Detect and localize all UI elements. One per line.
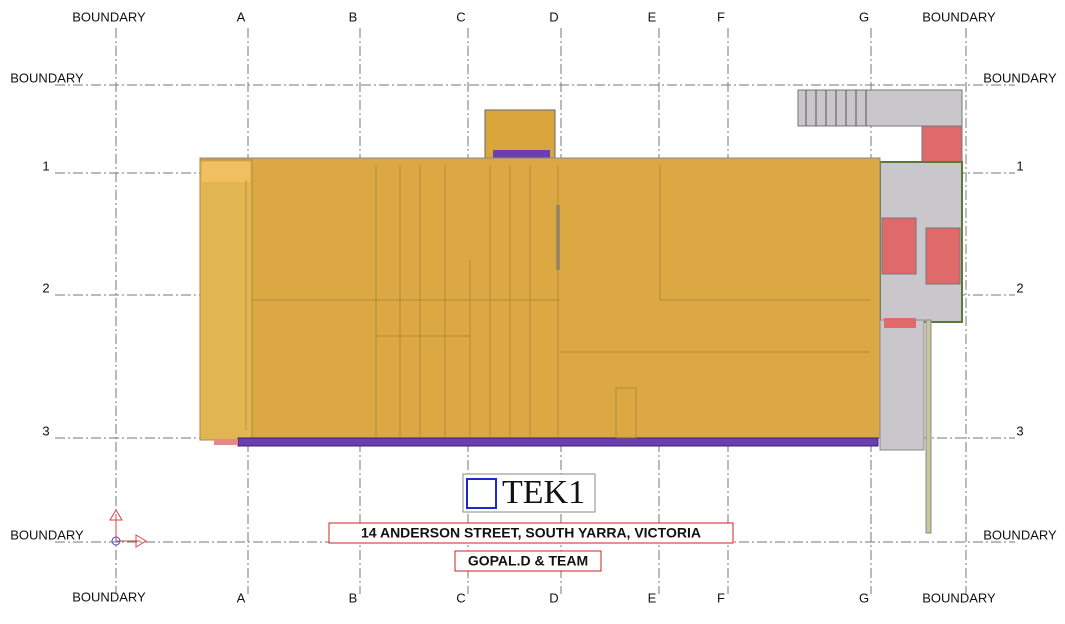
row-label: 1 [1016,158,1023,173]
column-label: B [349,590,358,605]
column-label: A [237,590,246,605]
row-label: 3 [42,423,49,438]
address-frame [328,522,734,544]
boundary-label: BOUNDARY [983,527,1057,542]
column-label: G [859,9,869,24]
logo-frame [462,473,596,513]
boundary-label: BOUNDARY [10,527,84,542]
ucs-icon [109,509,147,548]
boundary-label: BOUNDARY [983,70,1057,85]
row-label: 1 [42,158,49,173]
team-frame [454,550,602,572]
column-label: C [456,590,465,605]
boundary-label: BOUNDARY [72,9,146,24]
column-label: F [717,9,725,24]
column-label: A [237,9,246,24]
column-label: C [456,9,465,24]
row-label: 2 [1016,280,1023,295]
logo-text: TEK1 [502,474,585,511]
column-label: D [549,9,558,24]
address: 14 ANDERSON STREET, SOUTH YARRA, VICTORI… [361,525,701,541]
column-label: E [648,590,657,605]
boundary-label: BOUNDARY [922,9,996,24]
column-label: D [549,590,558,605]
column-label: E [648,9,657,24]
boundary-label: BOUNDARY [10,70,84,85]
boundary-label: BOUNDARY [72,589,146,604]
team: GOPAL.D & TEAM [468,553,588,569]
logo-square [466,478,497,509]
row-label: 3 [1016,423,1023,438]
column-label: G [859,590,869,605]
boundary-label: BOUNDARY [922,590,996,605]
building [199,89,963,534]
column-label: B [349,9,358,24]
row-label: 2 [42,280,49,295]
column-label: F [717,590,725,605]
